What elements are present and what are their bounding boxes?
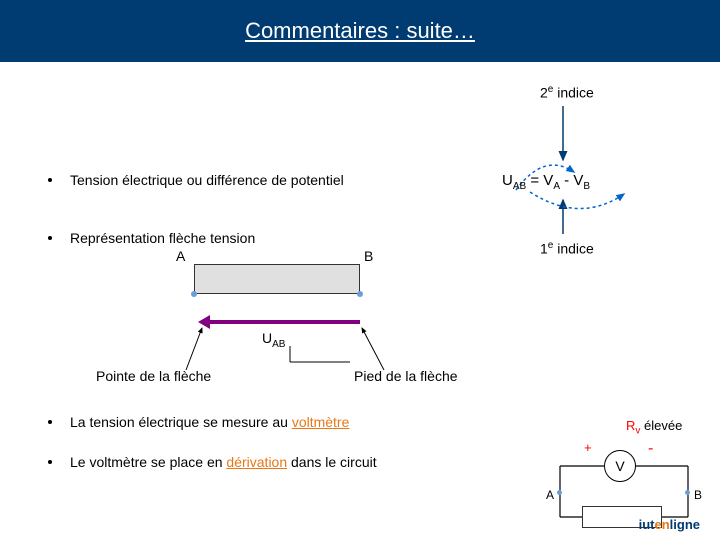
logo-iutenligne: iutenligne	[639, 517, 700, 532]
node-A-label: A	[176, 248, 185, 264]
bullet-2-text: Représentation flèche tension	[70, 230, 255, 246]
voltage-arrow-uab	[208, 320, 360, 324]
indice-1-label: 1e indice	[540, 240, 594, 257]
rv-label: Rv élevée	[626, 418, 682, 437]
uab-label: UAB	[262, 330, 285, 350]
bullet-4-text: Le voltmètre se place en dérivation dans…	[70, 454, 377, 470]
bullet-dot-icon	[48, 460, 52, 464]
resistor-main	[194, 264, 360, 294]
bullet-1-text: Tension électrique ou différence de pote…	[70, 172, 344, 188]
terminal-B-dot	[357, 291, 363, 297]
bullet-dot-icon	[48, 178, 52, 182]
slide-content: 2e indice	[0, 62, 720, 540]
circuit-B-label: B	[694, 488, 702, 502]
bullet-dot-icon	[48, 236, 52, 240]
circuit-terminal-B	[685, 490, 690, 495]
bullet-dot-icon	[48, 420, 52, 424]
pointe-label: Pointe de la flèche	[96, 368, 211, 384]
terminal-A-dot	[191, 291, 197, 297]
plus-label: +	[584, 440, 592, 455]
bullet-3: La tension électrique se mesure au voltm…	[48, 414, 349, 430]
bullet-2: Représentation flèche tension	[48, 230, 255, 246]
slide-title: Commentaires : suite…	[245, 18, 475, 44]
bullet-3-text: La tension électrique se mesure au voltm…	[70, 414, 349, 430]
slide-header: Commentaires : suite…	[0, 0, 720, 62]
circuit-terminal-A	[557, 490, 562, 495]
node-B-label: B	[364, 248, 373, 264]
circuit-A-label: A	[546, 488, 554, 502]
bullet-4: Le voltmètre se place en dérivation dans…	[48, 454, 377, 470]
voltmeter-V: V	[615, 458, 624, 474]
formula-uab: UAB = VA - VB	[502, 172, 590, 192]
voltmeter-icon: V	[604, 450, 636, 482]
derivation-link[interactable]: dérivation	[226, 454, 287, 470]
minus-label: -	[648, 440, 653, 458]
bullet-1: Tension électrique ou différence de pote…	[48, 172, 344, 188]
voltmetre-link[interactable]: voltmètre	[292, 414, 350, 430]
pied-label: Pied de la flèche	[354, 368, 458, 384]
